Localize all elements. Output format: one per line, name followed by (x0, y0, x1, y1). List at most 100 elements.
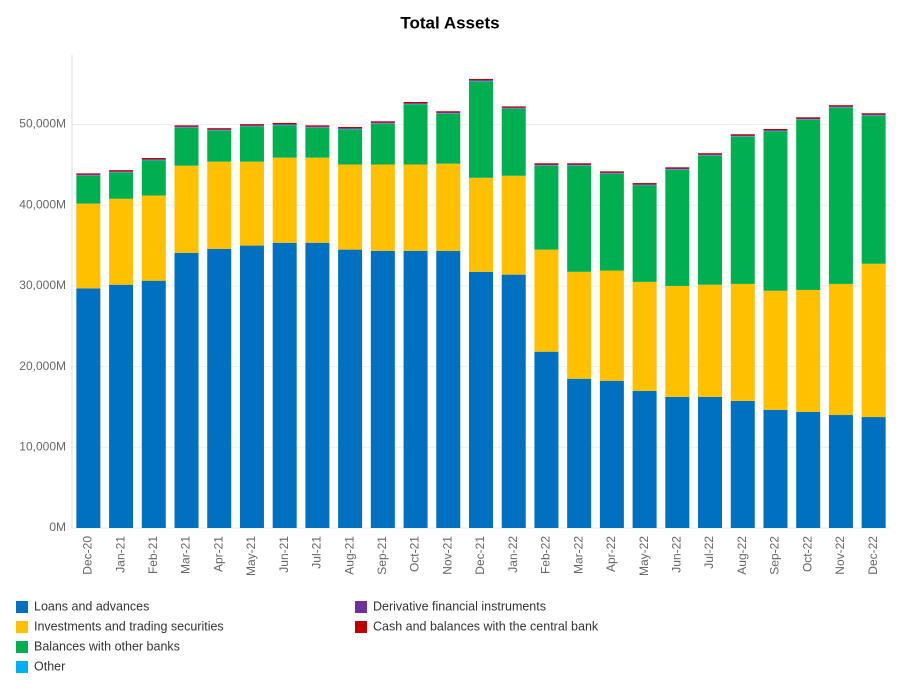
bar-segment (370, 250, 395, 528)
bar-segment (403, 103, 428, 104)
bar-segment (567, 378, 592, 528)
bar-segment (828, 106, 853, 108)
bar-segment (370, 122, 395, 124)
bar-segment (763, 128, 788, 131)
legend-swatch (16, 661, 28, 673)
bar-segment (76, 288, 101, 528)
x-tick-label: Mar-21 (179, 536, 193, 574)
bar-segment (796, 117, 821, 119)
bar-segment (239, 124, 264, 126)
bar-segment (305, 157, 330, 243)
bar-segment (763, 130, 788, 132)
bar-segment (403, 250, 428, 528)
bar-segment (665, 285, 690, 397)
bar-segment (436, 113, 461, 164)
bar-segment (567, 163, 592, 165)
bar-segment (436, 111, 461, 113)
bar-segment (730, 135, 755, 137)
bar-segment (796, 289, 821, 412)
bar-segment (109, 284, 134, 528)
bar-segment (370, 123, 395, 165)
bar-segment (567, 271, 592, 379)
bar-segment (828, 283, 853, 416)
bar-segment (174, 252, 199, 529)
bar-segment (76, 174, 101, 176)
bar-segment (501, 108, 526, 176)
bar-segment (272, 242, 297, 528)
x-tick-label: Oct-21 (408, 536, 422, 572)
bar-segment (109, 170, 134, 172)
bar-segment (469, 177, 493, 272)
y-tick-label: 30,000M (19, 278, 66, 292)
bar-segment (632, 184, 657, 186)
legend-label: Derivative financial instruments (373, 599, 546, 613)
bar-segment (501, 106, 526, 108)
bar-segment (861, 114, 886, 116)
bar-segment (861, 417, 886, 528)
bar-segment (141, 159, 166, 161)
bar-segment (469, 80, 493, 81)
bar-segment (76, 175, 101, 204)
bar-segment (305, 242, 330, 528)
bar-segment (239, 125, 264, 127)
x-tick-label: Dec-22 (866, 536, 880, 575)
bar-segment (338, 249, 363, 528)
x-tick-label: Apr-22 (604, 536, 618, 572)
bar-segment (698, 153, 723, 155)
bar-segment (828, 107, 853, 284)
legend-label: Cash and balances with the central bank (373, 619, 599, 633)
bar-segment (207, 161, 232, 249)
bar-segment (796, 118, 821, 120)
bar-segment (828, 415, 853, 528)
x-tick-label: Feb-22 (539, 536, 553, 574)
x-tick-label: Dec-20 (81, 536, 95, 575)
bar-segment (534, 164, 559, 166)
x-tick-label: Sep-21 (375, 536, 389, 575)
bar-segment (861, 263, 886, 418)
bar-segment (207, 128, 232, 130)
bar-segment (763, 409, 788, 528)
bar-segment (730, 136, 755, 284)
x-tick-label: Sep-22 (768, 536, 782, 575)
legend-label: Investments and trading securities (34, 619, 224, 633)
bar-segment (207, 129, 232, 131)
bar-segment (174, 127, 199, 166)
x-tick-label: Jan-22 (506, 536, 520, 573)
bar-segment (599, 270, 624, 381)
bar-segment (599, 172, 624, 174)
bar-segment (763, 131, 788, 291)
bar-segment (403, 101, 428, 104)
bar-segment (109, 171, 134, 173)
bar-segment (469, 271, 493, 528)
y-tick-label: 50,000M (19, 117, 66, 131)
bar-segment (436, 250, 461, 528)
bar-segment (272, 124, 297, 125)
bar-segment (436, 112, 461, 114)
bar-segment (370, 121, 395, 123)
chart-title: Total Assets (400, 13, 499, 32)
bar-segment (174, 165, 199, 253)
bar-segment (469, 81, 493, 178)
bar-segment (534, 163, 559, 165)
bar-segment (665, 396, 690, 528)
x-tick-label: Jun-21 (277, 536, 291, 573)
bar-segment (861, 113, 886, 115)
legend-label: Balances with other banks (34, 639, 180, 653)
bar-segment (534, 249, 559, 352)
x-tick-label: Oct-22 (800, 536, 814, 572)
bar-segment (207, 130, 232, 162)
y-tick-label: 0M (49, 520, 66, 534)
bar-segment (698, 396, 723, 528)
bar-segment (698, 155, 723, 285)
bar-segment (370, 164, 395, 251)
legend-swatch (355, 601, 367, 613)
bar-segment (501, 274, 526, 528)
bar-segment (207, 248, 232, 529)
bar-segment (698, 284, 723, 397)
bar-segment (599, 380, 624, 528)
bar-segment (632, 281, 657, 391)
bar-segment (76, 203, 101, 289)
y-tick-label: 20,000M (19, 359, 66, 373)
bar-segment (534, 165, 559, 250)
